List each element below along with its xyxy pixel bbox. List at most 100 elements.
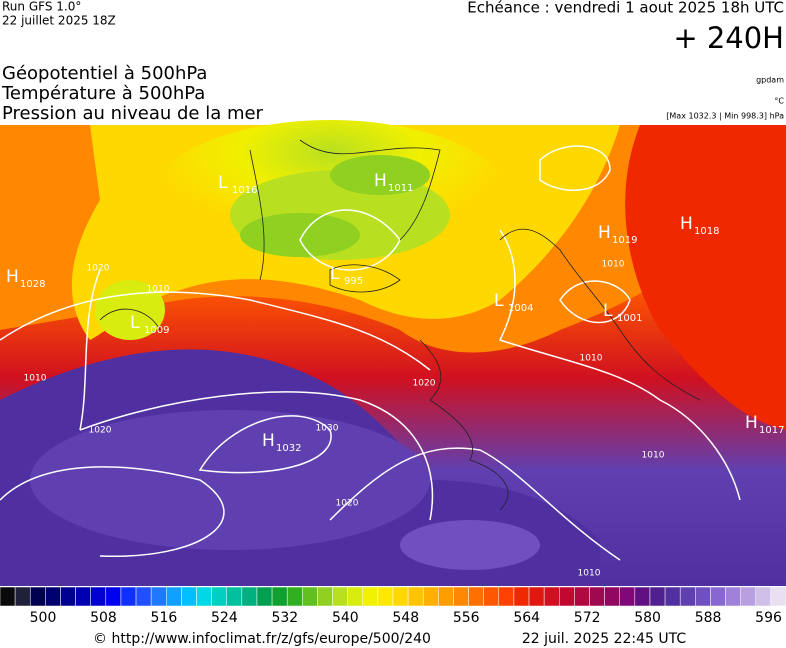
colorbar-swatch — [150, 586, 167, 607]
colorbar-swatch — [710, 586, 726, 607]
isobar-label: 1010 — [642, 451, 665, 461]
title: Pression au niveau de la mer — [2, 103, 264, 124]
colorbar-swatch — [725, 586, 741, 607]
colorbar-swatch — [90, 586, 107, 607]
title: Géopotentiel à 500hPa — [2, 63, 207, 84]
center-kind: L — [603, 301, 613, 321]
isobar-labels: 1020 1010 1020 1030 1020 1020 1010 1010 1010 1010… — [24, 260, 665, 579]
colorbar-swatch — [256, 586, 273, 607]
colorbar-swatch — [619, 586, 636, 607]
colorbar-swatch — [513, 586, 530, 607]
isobar-label: 1010 — [602, 260, 625, 270]
isobar-label: 1020 — [413, 379, 436, 389]
center-value: 1032 — [276, 443, 301, 454]
center-value: 995 — [344, 276, 363, 287]
lead-time: + 240H — [673, 21, 784, 55]
colorbar-swatch — [271, 586, 288, 607]
colorbar-swatch — [422, 586, 439, 607]
isobar-label: 1020 — [87, 264, 110, 274]
isobar-label: 1010 — [580, 354, 603, 364]
colorbar-tick-label: 588 — [695, 610, 722, 626]
colorbar-swatch — [574, 586, 590, 607]
colorbar-swatch — [604, 586, 620, 607]
center-kind: L — [330, 264, 340, 284]
colorbar-swatch — [740, 586, 757, 607]
colorbar-swatch — [649, 586, 666, 607]
colorbar-swatch — [317, 586, 333, 607]
colorbar-swatch — [286, 586, 303, 607]
center-value: 1019 — [612, 235, 637, 246]
center-value: 1011 — [388, 183, 413, 194]
colorbar-swatch — [559, 586, 575, 607]
colorbar-swatch — [181, 586, 197, 607]
center-kind: H — [6, 267, 19, 287]
colorbar-tick-label: 556 — [453, 610, 480, 626]
isobar-label: 1010 — [147, 285, 170, 295]
colorbar-swatch — [60, 586, 76, 607]
colorbar-swatch — [362, 586, 379, 607]
colorbar-swatch — [45, 586, 61, 607]
colorbar-swatch — [695, 586, 711, 607]
colorbar-swatch — [196, 586, 212, 607]
colorbar-swatch — [14, 586, 31, 607]
colorbar-swatch — [589, 586, 605, 607]
center-value: 1001 — [617, 313, 642, 324]
colorbar: 5005085165245325405485565645725805885966… — [0, 586, 786, 626]
center-value: 1018 — [694, 226, 719, 237]
colorbar-tick-label: 540 — [332, 610, 359, 626]
colorbar-tick-label: 572 — [574, 610, 601, 626]
colorbar-swatch — [392, 586, 409, 607]
center-kind: H — [374, 171, 387, 191]
colorbar-swatch — [377, 586, 394, 607]
colorbar-swatch — [347, 586, 364, 607]
center-value: 1028 — [20, 279, 45, 290]
coastlines — [99, 139, 701, 511]
isobar-label: 1030 — [316, 424, 339, 434]
colorbar-swatch — [0, 586, 16, 607]
colorbar-swatch — [634, 586, 651, 607]
colorbar-tick-label: 508 — [90, 610, 117, 626]
echeance: Echéance : vendredi 1 aout 2025 18h UTC — [467, 0, 784, 17]
colorbar-tick-label: 580 — [634, 610, 661, 626]
colorbar-swatch — [770, 586, 786, 607]
colorbar-swatch — [498, 586, 515, 607]
colorbar-swatch — [226, 586, 243, 607]
colorbar-swatch — [211, 586, 227, 607]
colorbar-swatch — [105, 586, 122, 607]
center-kind: L — [218, 173, 228, 193]
colorbar-swatch — [29, 586, 46, 607]
colorbar-swatch — [483, 586, 500, 607]
colorbar-tick-label: 516 — [151, 610, 178, 626]
colorbar-swatch — [755, 586, 772, 607]
isobar-label: 1020 — [336, 499, 359, 509]
colorbar-swatch — [302, 586, 318, 607]
center-value: 1016 — [232, 185, 257, 196]
colorbar-swatch — [664, 586, 681, 607]
colorbar-tick-label: 596 — [755, 610, 782, 626]
isobars — [0, 145, 741, 561]
isobar-label: 1010 — [578, 569, 601, 579]
colorbar-swatch — [679, 586, 696, 607]
center-kind: H — [262, 431, 275, 451]
isobar-label: 1010 — [24, 374, 47, 384]
colorbar-swatch — [468, 586, 484, 607]
title: Température à 500hPa — [1, 83, 205, 104]
source-url: © http://www.infoclimat.fr/z/gfs/europe/… — [93, 631, 431, 647]
colorbar-tick-label: 548 — [392, 610, 419, 626]
colorbar-tick-label: 532 — [271, 610, 298, 626]
unit: °C — [774, 97, 784, 106]
center-value: 1004 — [508, 303, 533, 314]
colorbar-swatch — [528, 586, 545, 607]
colorbar-swatch — [543, 586, 560, 607]
colorbar-tick-label: 524 — [211, 610, 238, 626]
colorbar-swatch — [453, 586, 469, 607]
colorbar-swatch — [241, 586, 258, 607]
unit: [Max 1032.3 | Min 998.3] hPa — [666, 112, 784, 121]
colorbar-swatch — [120, 586, 137, 607]
center-kind: H — [598, 223, 611, 243]
run-date: 22 juillet 2025 18Z — [2, 14, 116, 28]
colorbar-swatch — [75, 586, 91, 607]
